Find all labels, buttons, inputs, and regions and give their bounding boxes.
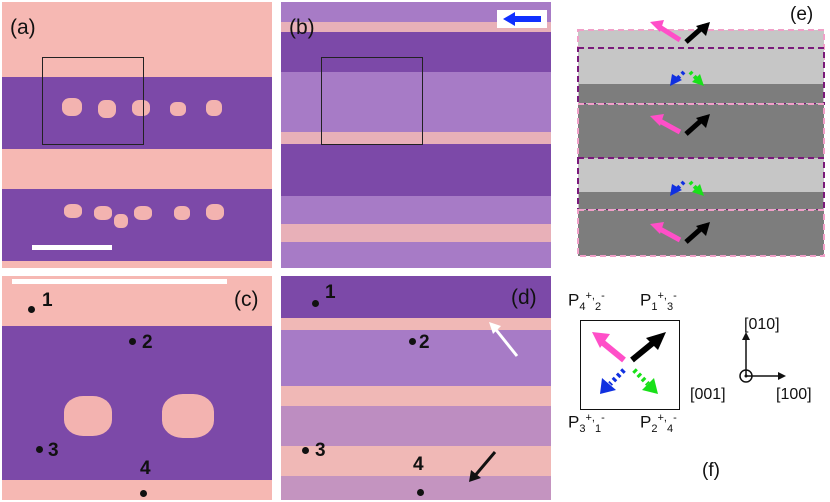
arrow-marker-icon [489, 322, 519, 357]
purple-stripe [281, 2, 551, 22]
zoom-region-box [42, 57, 144, 145]
purple-stripe [2, 189, 272, 261]
purple-stripe [281, 276, 551, 318]
domain-hole [132, 100, 150, 116]
polarization-label: P3+,1- [568, 412, 605, 436]
axis-label-x: [100] [776, 386, 812, 403]
point-label: 1 [325, 282, 336, 303]
axis-label-y: [010] [744, 316, 780, 333]
point-label: 2 [142, 332, 153, 353]
point-label: 4 [413, 454, 424, 475]
measurement-point [28, 306, 35, 313]
panel-label: (d) [511, 286, 537, 309]
axis-label-z: [001] [690, 386, 726, 403]
purple-stripe [281, 406, 551, 446]
domain-hole [170, 102, 186, 116]
point-label: 1 [42, 290, 53, 311]
polarization-label: P4+,2- [568, 290, 605, 314]
point-label: 2 [419, 332, 430, 353]
purple-stripe [281, 144, 551, 196]
panel-label: (e) [790, 4, 814, 25]
domain-hole [206, 204, 224, 220]
measurement-point [36, 446, 43, 453]
panel-b: (b) [281, 2, 551, 268]
domain-hole [64, 396, 112, 436]
panel-label: (a) [10, 16, 36, 39]
panel-d: (d) 1 2 3 4 [281, 276, 551, 500]
scale-bar [12, 279, 227, 284]
polarization-arrow-pair [650, 114, 710, 136]
purple-stripe [281, 242, 551, 268]
purple-stripe [281, 330, 551, 386]
direction-indicator-icon [497, 10, 547, 28]
polarization-arrow-pair [650, 222, 710, 244]
domain-hole [98, 100, 116, 118]
domain-hole [62, 98, 82, 116]
panel-label: (c) [234, 288, 259, 311]
axis-diagram [739, 332, 786, 383]
domain-hole [114, 214, 128, 228]
domain-hole [94, 206, 112, 220]
measurement-point [312, 300, 319, 307]
polarization-legend-box [580, 320, 680, 410]
point-label: 4 [140, 458, 151, 479]
polarization-arrow-pair [650, 20, 710, 44]
measurement-point [140, 490, 147, 497]
point-label: 3 [315, 440, 326, 461]
panel-label: (f) [702, 460, 720, 481]
measurement-point [129, 338, 136, 345]
panel-label: (b) [289, 16, 315, 39]
point-label: 3 [48, 440, 59, 461]
domain-hole [162, 394, 214, 438]
purple-stripe [2, 326, 272, 480]
domain-schematic [577, 20, 825, 257]
arrow-marker-icon [469, 451, 497, 482]
purple-stripe [281, 32, 551, 72]
polarization-arrow-pair [670, 70, 704, 86]
polarization-label: P2+,4- [640, 412, 677, 436]
panel-c: (c) 1 2 3 4 [2, 276, 272, 500]
purple-stripe [281, 196, 551, 224]
measurement-point [417, 489, 424, 496]
measurement-point [302, 447, 309, 454]
domain-hole [206, 100, 222, 116]
domain-hole [174, 206, 190, 220]
zoom-region-box [321, 57, 423, 145]
purple-stripe [281, 72, 551, 132]
domain-hole [134, 206, 152, 220]
measurement-point [409, 338, 416, 345]
polarization-label: P1+,3- [640, 290, 677, 314]
polarization-arrow-pair [670, 180, 704, 196]
purple-stripe [281, 476, 551, 500]
panel-a: (a) [2, 2, 272, 268]
domain-hole [64, 204, 82, 218]
scale-bar [32, 245, 112, 250]
